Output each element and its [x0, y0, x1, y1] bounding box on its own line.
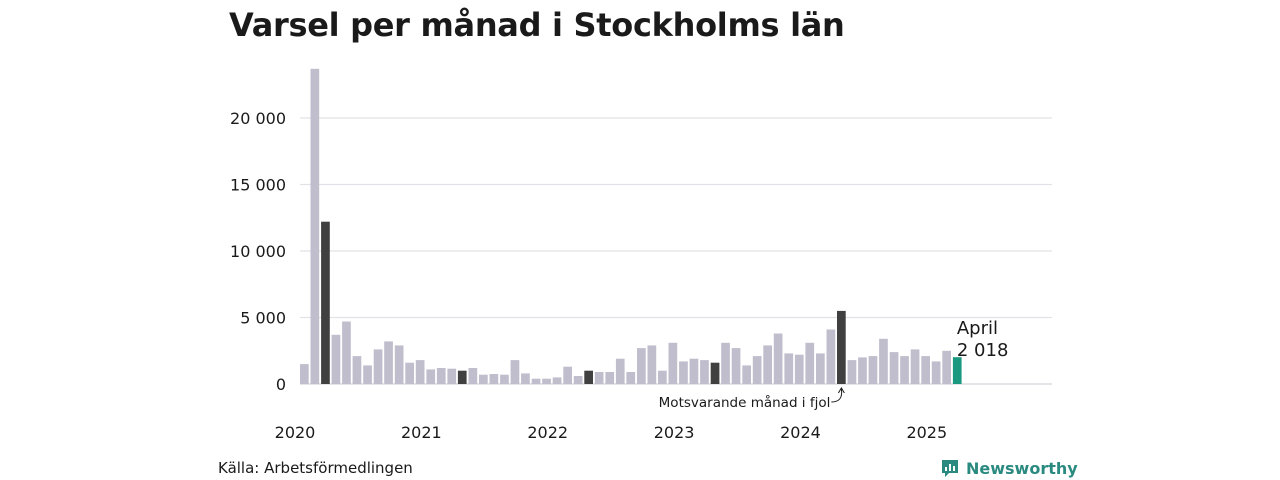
- bar: [742, 365, 751, 384]
- bar: [563, 366, 572, 384]
- bar: [352, 356, 362, 384]
- bar: [752, 356, 762, 384]
- x-tick-label: 2021: [401, 423, 442, 442]
- bar: [721, 342, 730, 384]
- bar-highlighted: [321, 221, 330, 384]
- brand-logo: Newsworthy: [940, 456, 1078, 480]
- bar: [921, 356, 930, 384]
- y-tick-label: 10 000: [230, 242, 286, 261]
- x-tick-label: 2022: [527, 423, 568, 442]
- bar: [668, 342, 678, 384]
- annotation-arrow: [831, 388, 843, 403]
- bar: [415, 360, 425, 384]
- bar: [384, 341, 393, 384]
- highlight-note: Motsvarande månad i fjol: [659, 394, 831, 411]
- bar: [794, 354, 804, 384]
- bar: [858, 357, 867, 384]
- bar: [637, 348, 646, 384]
- bar: [552, 377, 562, 384]
- bar: [521, 373, 530, 384]
- bar: [910, 349, 920, 384]
- bar: [879, 338, 888, 384]
- bar: [331, 334, 341, 384]
- bars: [300, 68, 962, 385]
- chart-title: Varsel per månad i Stockholms län: [229, 6, 845, 44]
- bar: [889, 352, 899, 384]
- y-tick-label: 0: [276, 375, 286, 394]
- x-axis-labels: 2020 2021 2022 2023 2024 2025: [275, 423, 948, 442]
- x-tick-label: 2020: [275, 423, 316, 442]
- bar: [679, 361, 688, 384]
- bar: [773, 333, 783, 384]
- x-tick-label: 2024: [780, 423, 821, 442]
- bar: [847, 360, 857, 384]
- bar: [363, 365, 372, 384]
- bar: [510, 360, 520, 384]
- y-tick-label: 20 000: [230, 109, 286, 128]
- bar: [373, 349, 383, 384]
- source-note: Källa: Arbetsförmedlingen: [218, 459, 413, 477]
- bar-latest: [952, 357, 962, 384]
- newsworthy-logo-icon: [942, 460, 958, 477]
- bar: [942, 350, 951, 385]
- bar: [594, 372, 604, 384]
- bar: [531, 378, 541, 384]
- bar: [542, 378, 551, 384]
- bar-highlighted: [710, 362, 720, 384]
- bar: [816, 353, 825, 384]
- bar: [626, 372, 636, 384]
- bar: [931, 361, 941, 384]
- bar: [394, 345, 404, 384]
- bar: [615, 358, 625, 384]
- bar: [763, 345, 772, 384]
- bar-highlighted: [837, 310, 846, 384]
- annotation-arrowhead: [837, 387, 845, 394]
- y-axis-labels: 0 5 000 10 000 15 000 20 000: [230, 109, 286, 394]
- bar: [605, 372, 615, 384]
- y-tick-label: 5 000: [240, 309, 286, 328]
- bar: [900, 356, 909, 384]
- bar: [342, 321, 351, 384]
- bar: [700, 360, 709, 384]
- bar: [500, 374, 509, 384]
- bar: [658, 370, 667, 384]
- bar: [647, 345, 657, 384]
- bar: [436, 368, 446, 384]
- brand-name: Newsworthy: [966, 458, 1078, 478]
- bar: [868, 356, 878, 384]
- bar: [573, 376, 583, 384]
- bar: [731, 348, 741, 384]
- bar: [405, 362, 414, 384]
- y-tick-label: 15 000: [230, 176, 286, 195]
- latest-value-label: 2 018: [957, 340, 1009, 361]
- bar: [489, 374, 499, 384]
- bar: [310, 68, 320, 385]
- bar: [479, 374, 488, 384]
- bar: [447, 368, 457, 384]
- bar: [784, 353, 794, 384]
- x-tick-label: 2023: [654, 423, 695, 442]
- bar: [300, 364, 309, 384]
- bar: [426, 369, 436, 384]
- bar: [826, 329, 836, 384]
- bar: [689, 358, 699, 384]
- bar-highlighted: [584, 370, 593, 384]
- bar: [468, 368, 478, 384]
- latest-month-label: April: [957, 318, 998, 339]
- bar: [805, 342, 815, 384]
- bar-highlighted: [457, 370, 467, 384]
- x-tick-label: 2025: [906, 423, 947, 442]
